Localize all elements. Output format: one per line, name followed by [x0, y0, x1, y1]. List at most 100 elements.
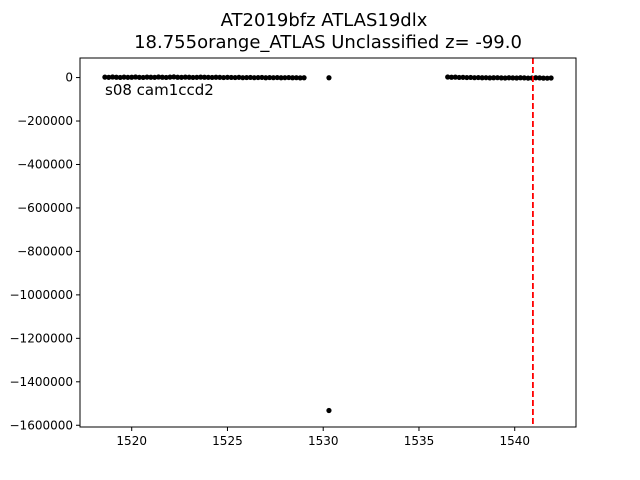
data-point [140, 74, 146, 81]
y-tick-label: −1200000 [10, 331, 74, 345]
data-point [487, 75, 493, 81]
data-point [491, 75, 497, 81]
data-point [286, 74, 292, 81]
data-point [525, 75, 531, 81]
data-point [475, 74, 481, 81]
data-point [113, 74, 119, 80]
data-point [289, 75, 296, 81]
data-point [259, 74, 265, 81]
data-point [155, 74, 162, 80]
data-point [479, 75, 485, 81]
data-point [270, 75, 277, 81]
data-point [297, 75, 303, 81]
data-point [198, 74, 204, 80]
data-point [236, 74, 242, 80]
x-tick-label: 1535 [404, 434, 435, 448]
y-tick-label: −1400000 [10, 375, 74, 389]
data-point [483, 75, 489, 81]
data-point [514, 75, 520, 81]
y-axis: 0 −200000 −400000 −600000 −800000 −1000000 −12… [10, 71, 80, 432]
data-point [159, 74, 165, 80]
data-point [175, 74, 181, 80]
data-point [464, 74, 470, 81]
data-point [266, 74, 273, 81]
data-point [255, 74, 261, 81]
data-point [448, 74, 455, 80]
data-point [171, 74, 177, 80]
data-point [452, 74, 458, 80]
data-point [521, 75, 527, 81]
data-point [445, 74, 451, 80]
x-tick-label: 1525 [212, 434, 243, 448]
x-tick-label: 1520 [116, 434, 147, 448]
data-point [293, 75, 300, 81]
axes-frame [79, 57, 577, 428]
data-point [232, 74, 238, 81]
data-point [502, 75, 508, 81]
data-point [471, 75, 478, 81]
data-point [201, 74, 208, 80]
chart-annotation: s08 cam1ccd2 [105, 81, 214, 99]
y-tick-label: 0 [65, 71, 73, 85]
data-point [106, 74, 112, 80]
y-tick-label: −1600000 [10, 418, 74, 432]
data-point [209, 74, 215, 81]
data-point [109, 74, 116, 80]
data-point [182, 74, 188, 80]
data-point [221, 74, 227, 81]
data-point [148, 74, 154, 80]
data-point [144, 74, 150, 80]
y-tick-label: −200000 [17, 114, 73, 128]
data-point [533, 75, 539, 81]
x-axis: 1520 1525 1530 1535 1540 [116, 427, 530, 448]
data-point [326, 75, 332, 81]
data-points [102, 74, 554, 414]
data-point [194, 74, 200, 80]
data-point [244, 74, 250, 81]
data-point [301, 75, 307, 81]
data-point [537, 75, 543, 81]
data-point [224, 74, 231, 80]
data-point [129, 74, 135, 80]
data-point [540, 75, 547, 81]
data-point [163, 74, 169, 81]
data-point [468, 74, 474, 81]
data-point [152, 74, 158, 80]
data-point [121, 74, 127, 80]
data-point [517, 75, 524, 81]
data-point [190, 74, 196, 81]
data-point [117, 74, 123, 81]
y-tick-label: −800000 [17, 244, 73, 258]
data-point [136, 74, 142, 80]
data-point [102, 74, 108, 80]
data-point [213, 74, 219, 80]
data-point [251, 75, 257, 81]
data-point [274, 74, 280, 81]
data-point [460, 74, 466, 80]
data-point [132, 74, 139, 80]
data-point [178, 74, 185, 80]
data-point [228, 74, 234, 81]
data-point [240, 75, 246, 81]
data-point [282, 75, 288, 81]
data-point [510, 75, 516, 81]
data-point [263, 75, 269, 81]
y-tick-label: −1000000 [10, 288, 74, 302]
data-point [326, 407, 332, 414]
data-point [456, 74, 462, 81]
chart-title-line1: AT2019bfz ATLAS19dlx [221, 10, 428, 31]
data-point [167, 74, 173, 80]
data-point [548, 75, 554, 81]
chart-title-line2: 18.755orange_ATLAS Unclassified z= -99.0 [134, 32, 522, 53]
data-point [217, 74, 223, 80]
data-point [544, 75, 550, 81]
data-point [494, 75, 501, 81]
y-tick-label: −600000 [17, 201, 73, 215]
data-point [125, 74, 131, 80]
data-point [498, 75, 504, 81]
data-point [278, 75, 284, 81]
x-tick-label: 1530 [308, 434, 339, 448]
x-tick-label: 1540 [499, 434, 530, 448]
